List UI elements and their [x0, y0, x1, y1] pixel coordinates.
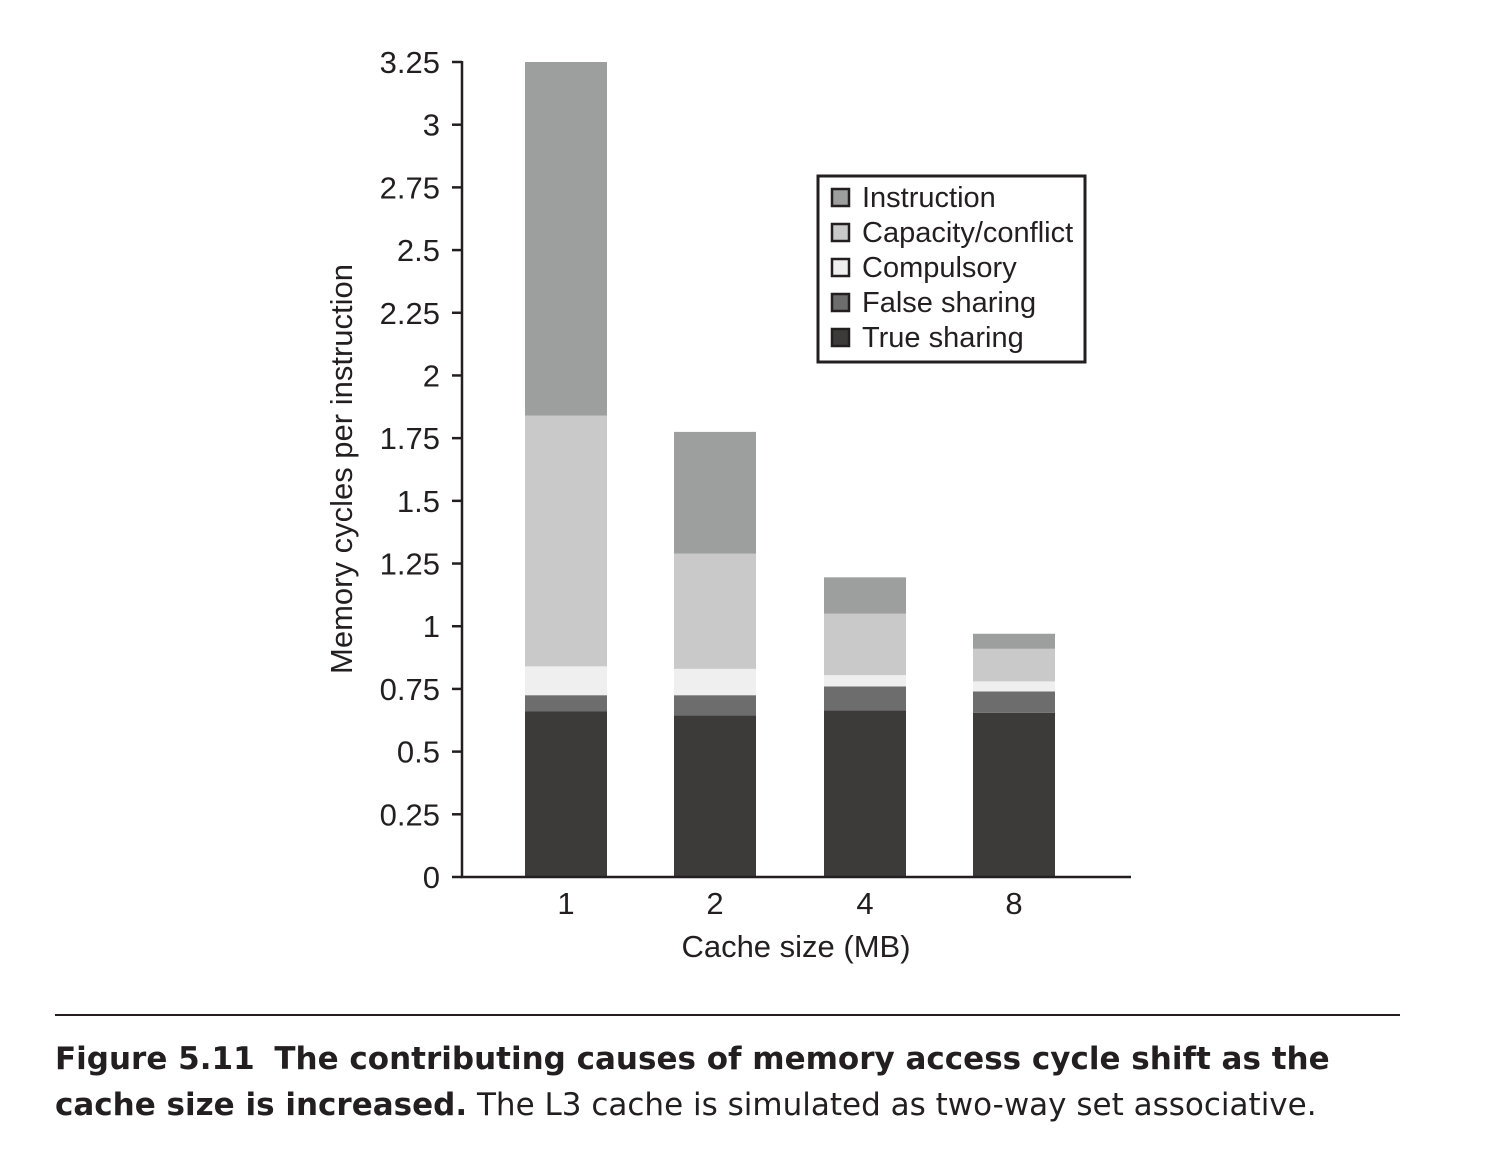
y-tick-label: 2.25	[380, 296, 440, 331]
x-axis-label: Cache size (MB)	[681, 929, 910, 964]
x-tick-label: 8	[1005, 886, 1022, 921]
y-tick-label: 3	[423, 108, 440, 143]
bar-segment-false-sharing-4	[824, 686, 906, 711]
y-tick-label: 1	[423, 609, 440, 644]
y-tick-label: 1.25	[380, 547, 440, 582]
caption-label: Figure 5.11	[55, 1041, 255, 1077]
bar-segment-capacity-conflict-2	[674, 553, 756, 669]
legend-label-false-sharing: False sharing	[862, 287, 1036, 319]
x-ticks-group: 1 2 4 8	[557, 886, 1022, 921]
y-tick-label: 2.75	[380, 170, 440, 205]
legend-box	[816, 174, 1087, 364]
bar-segment-compulsory-8	[973, 681, 1055, 692]
bar-segment-true-sharing-2	[674, 715, 756, 877]
legend-swatch-false-sharing	[830, 292, 851, 313]
y-tick-label: 3.25	[380, 45, 440, 80]
bar-segment-compulsory-4	[824, 675, 906, 687]
legend-swatch-compulsory	[830, 257, 851, 278]
bar-segment-capacity-conflict-8	[973, 648, 1055, 682]
bar-segment-false-sharing-2	[674, 695, 756, 716]
bar-segment-instruction-2	[674, 431, 756, 554]
legend-swatch-capacity-conflict	[830, 222, 851, 243]
bar-segment-capacity-conflict-1	[525, 415, 607, 667]
y-axis-label: Memory cycles per instruction	[324, 264, 359, 674]
bars-group	[525, 62, 1055, 877]
bar-segment-compulsory-1	[525, 666, 607, 696]
y-tick-label: 1.5	[397, 484, 440, 519]
y-ticks-group: 0 0.25 0.5 0.75 1 1.25 1.5 1.75 2 2.25 2.5 2.75 3 3.2…	[380, 45, 462, 895]
bar-segment-capacity-conflict-4	[824, 613, 906, 676]
bar-segment-false-sharing-1	[525, 695, 607, 712]
x-tick-label: 2	[706, 886, 723, 921]
bar-segment-compulsory-2	[674, 668, 756, 696]
caption-text: The L3 cache is simulated as two-way set…	[476, 1087, 1317, 1123]
bar-segment-instruction-1	[525, 62, 607, 416]
bar-segment-instruction-8	[973, 633, 1055, 649]
figure-caption: Figure 5.11 The contributing causes of m…	[55, 1036, 1415, 1128]
legend-swatch-instruction	[830, 187, 851, 208]
legend-label-instruction: Instruction	[862, 182, 996, 214]
caption-bold-text: The contributing causes of memory access…	[55, 1041, 1330, 1123]
bar-segment-true-sharing-1	[525, 711, 607, 877]
stacked-bar-chart: 0 0.25 0.5 0.75 1 1.25 1.5 1.75 2 2.25 2.5 2.75 3 3.2…	[324, 45, 1131, 964]
bar-segment-instruction-4	[824, 577, 906, 614]
y-tick-label: 0.5	[397, 735, 440, 770]
y-tick-label: 0	[423, 860, 440, 895]
axes-group	[460, 61, 1131, 879]
x-tick-label: 1	[557, 886, 574, 921]
legend: InstructionCapacity/conflictCompulsoryFa…	[816, 174, 1087, 364]
legend-label-compulsory: Compulsory	[862, 252, 1017, 284]
bar-segment-true-sharing-8	[973, 712, 1055, 877]
caption-rule	[55, 1014, 1400, 1016]
y-tick-label: 2	[423, 358, 440, 393]
y-tick-label: 0.75	[380, 672, 440, 707]
y-tick-label: 1.75	[380, 421, 440, 456]
legend-label-true-sharing: True sharing	[862, 322, 1024, 354]
y-tick-label: 2.5	[397, 233, 440, 268]
legend-label-capacity-conflict: Capacity/conflict	[862, 217, 1073, 249]
y-tick-label: 0.25	[380, 797, 440, 832]
bar-segment-true-sharing-4	[824, 710, 906, 877]
x-tick-label: 4	[856, 886, 873, 921]
bar-segment-false-sharing-8	[973, 691, 1055, 713]
legend-swatch-true-sharing	[830, 327, 851, 348]
